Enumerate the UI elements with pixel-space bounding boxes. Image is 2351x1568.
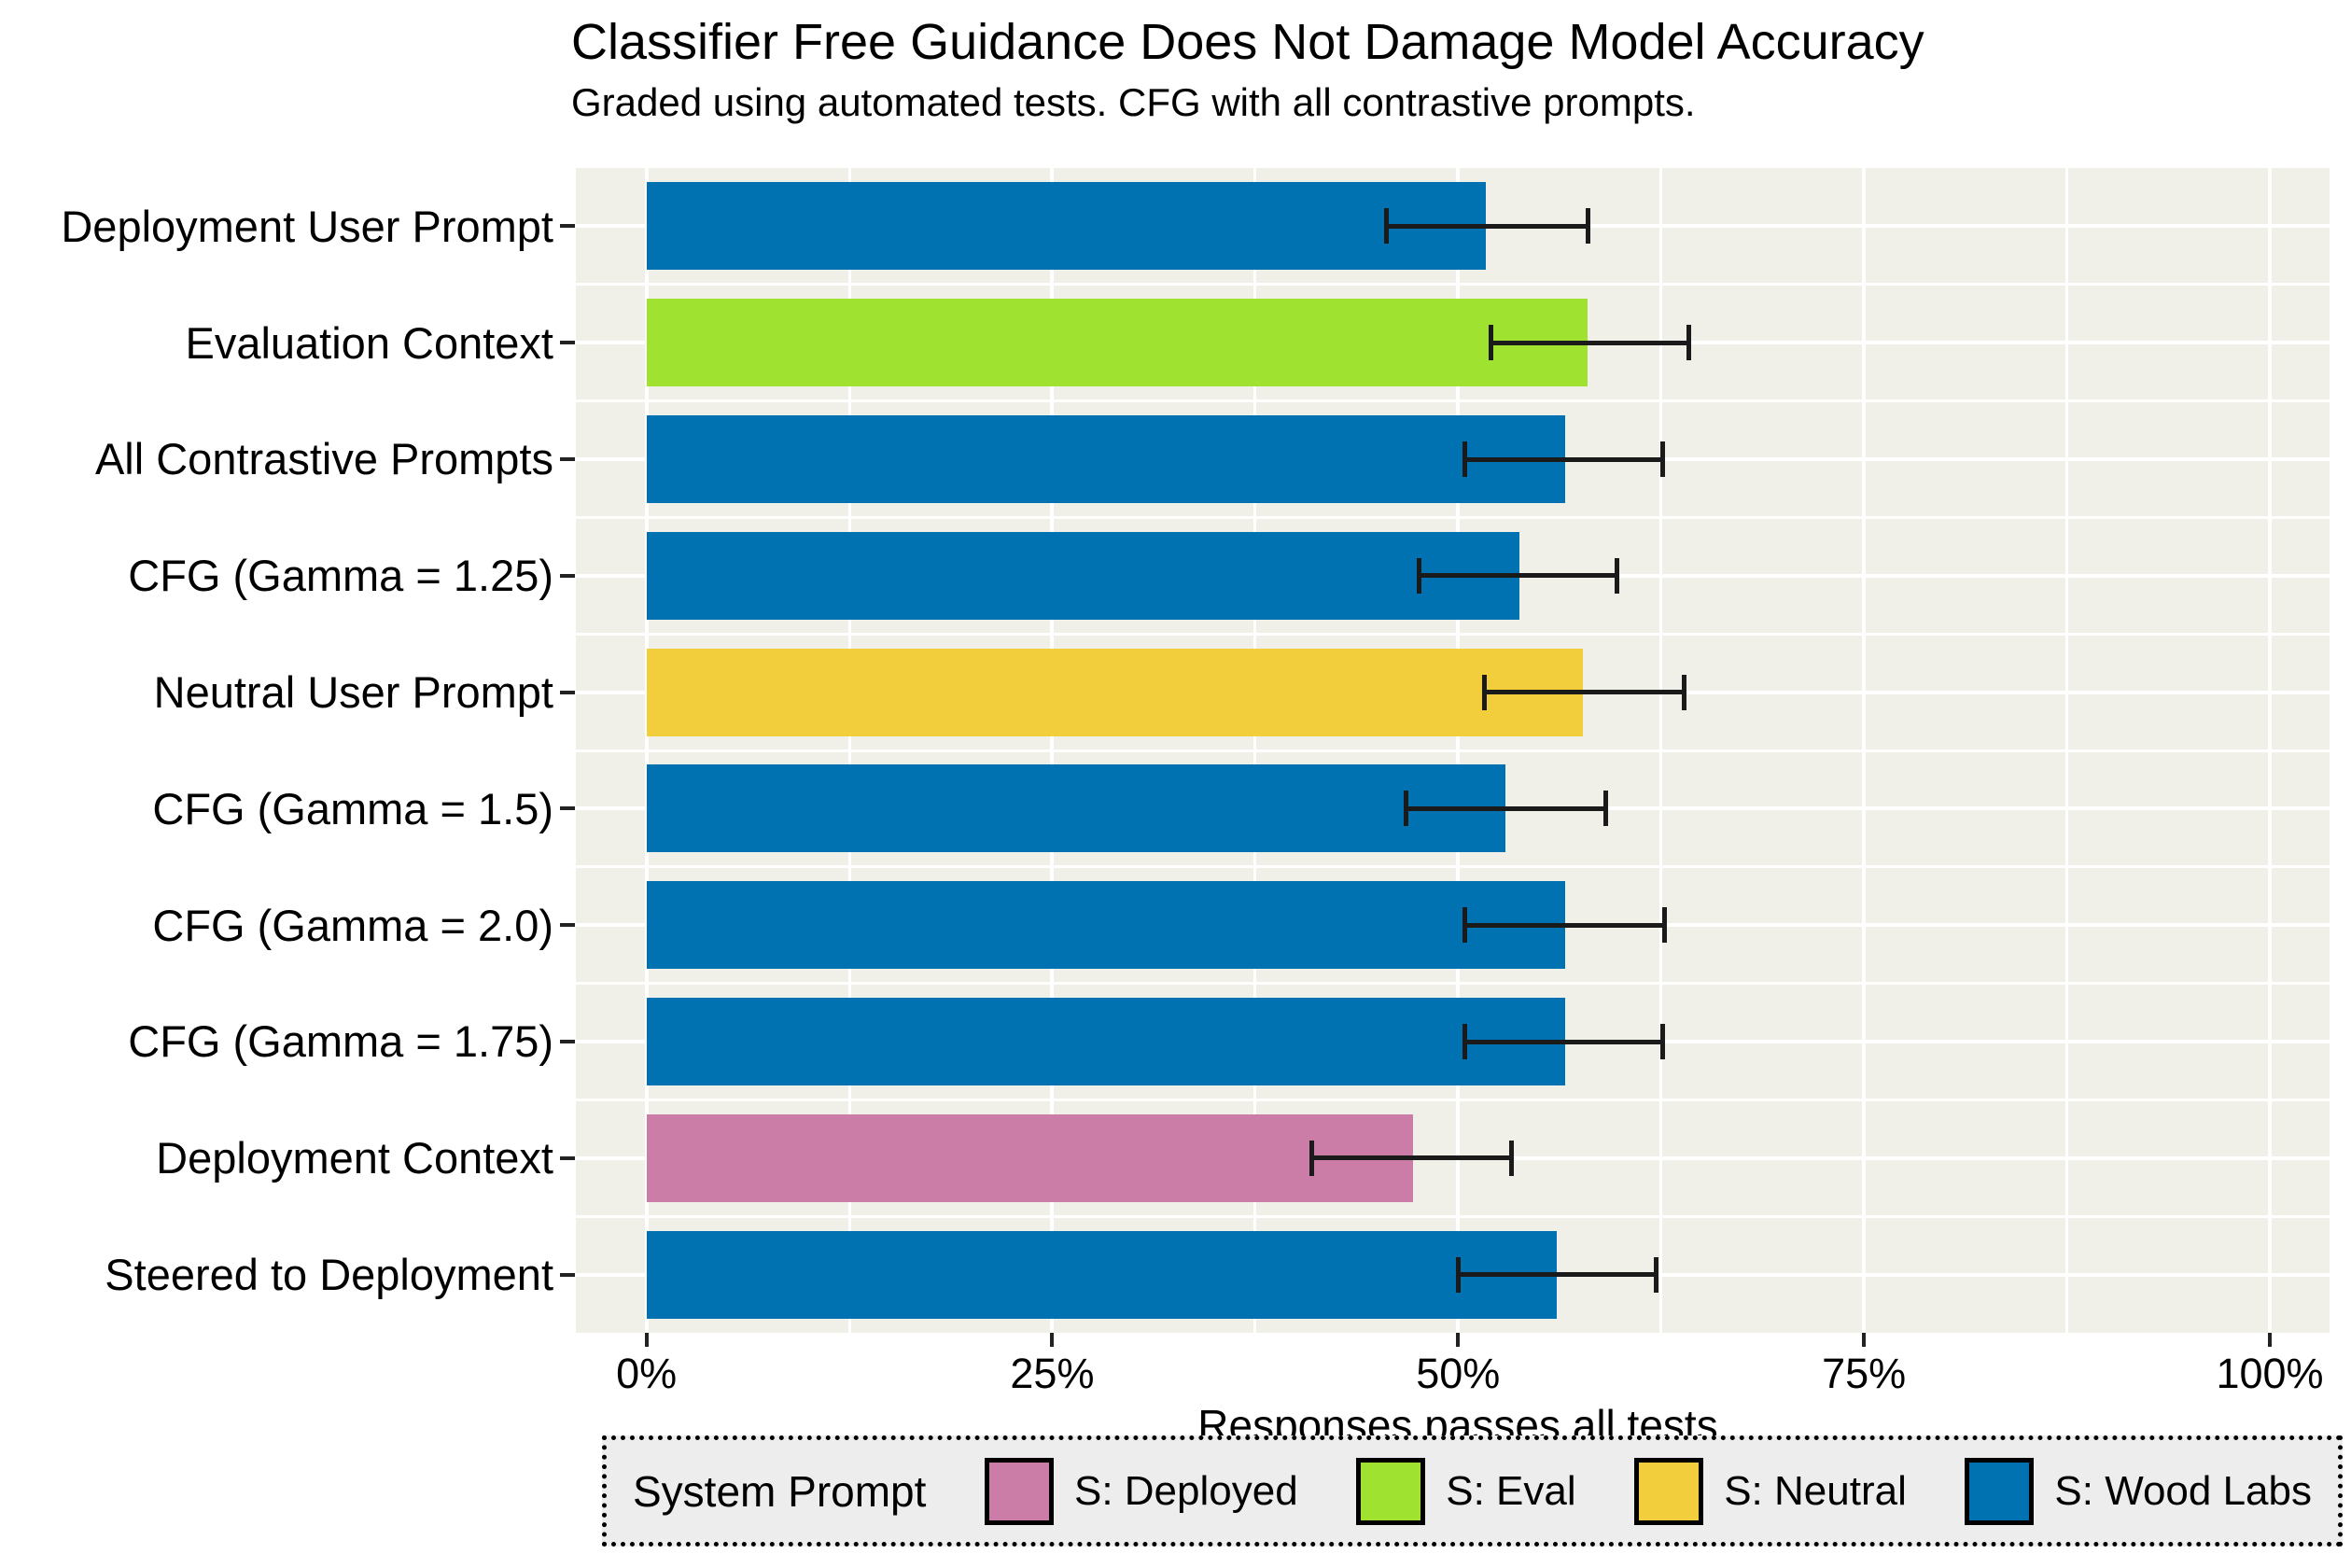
error-bar-cap-low — [1417, 557, 1422, 594]
error-bar — [1419, 573, 1617, 579]
error-bar-cap-low — [1462, 907, 1467, 944]
x-tick-mark — [644, 1333, 649, 1347]
legend-item: S: Neutral — [1634, 1457, 1907, 1525]
y-tick-label: CFG (Gamma = 2.0) — [152, 900, 553, 950]
error-bar-cap-high — [1509, 1140, 1515, 1176]
bar — [646, 1230, 1558, 1319]
error-bar-cap-low — [1481, 674, 1487, 710]
x-tick-mark — [1050, 1333, 1055, 1347]
error-bar-cap-low — [1462, 1024, 1467, 1059]
bar — [646, 415, 1566, 503]
legend-item-label: S: Deployed — [1073, 1467, 1298, 1514]
error-bar-cap-high — [1686, 325, 1691, 361]
error-bar-cap-high — [1654, 1256, 1658, 1293]
y-tick-mark — [560, 1272, 575, 1277]
x-tick-label: 100% — [2216, 1350, 2324, 1397]
x-tick-label: 75% — [1822, 1350, 1907, 1397]
y-tick-mark — [560, 806, 575, 811]
plot-panel — [576, 168, 2330, 1333]
legend: System Prompt S: Deployed S: Eval S: Neutr… — [602, 1435, 2343, 1547]
error-bar — [1484, 690, 1685, 695]
error-bar-cap-high — [1659, 1024, 1665, 1059]
minor-gridline-horizontal — [576, 865, 2330, 869]
y-tick-label: CFG (Gamma = 1.75) — [128, 1016, 553, 1067]
legend-item-label: S: Wood Labs — [2054, 1467, 2312, 1514]
legend-swatch — [984, 1457, 1054, 1525]
y-tick-mark — [560, 341, 575, 345]
y-tick-label: All Contrastive Prompts — [94, 434, 553, 484]
bar — [646, 531, 1520, 620]
minor-gridline-horizontal — [576, 399, 2330, 403]
x-tick-label: 25% — [1010, 1350, 1095, 1397]
bar — [646, 299, 1588, 387]
error-bar — [1490, 340, 1689, 345]
minor-gridline-horizontal — [576, 283, 2330, 287]
error-bar-cap-low — [1404, 791, 1409, 827]
minor-gridline-horizontal — [576, 1098, 2330, 1101]
error-bar-cap-high — [1615, 557, 1620, 594]
y-tick-label: Deployment Context — [156, 1133, 553, 1183]
legend-title: System Prompt — [633, 1466, 927, 1516]
error-bar — [1458, 1272, 1657, 1278]
chart-subtitle: Graded using automated tests. CFG with a… — [571, 80, 1696, 124]
error-bar — [1386, 223, 1588, 229]
x-tick-label: 0% — [616, 1350, 678, 1397]
error-bar — [1464, 456, 1663, 462]
legend-item: S: Wood Labs — [1965, 1457, 2312, 1525]
y-tick-label: CFG (Gamma = 1.5) — [152, 783, 553, 833]
y-tick-mark — [560, 690, 575, 694]
y-tick-mark — [560, 224, 575, 229]
chart-title: Classifier Free Guidance Does Not Damage… — [571, 14, 1924, 70]
legend-swatch — [1965, 1457, 2035, 1525]
x-tick-mark — [1456, 1333, 1461, 1347]
y-tick-mark — [560, 457, 575, 461]
y-tick-mark — [560, 1040, 575, 1043]
bar — [646, 648, 1584, 736]
minor-gridline-horizontal — [576, 749, 2330, 752]
y-tick-mark — [560, 923, 575, 928]
minor-gridline-horizontal — [576, 1214, 2330, 1218]
y-tick-label: Evaluation Context — [185, 317, 553, 368]
x-tick-label: 50% — [1416, 1350, 1501, 1397]
error-bar-cap-high — [1603, 791, 1609, 827]
legend-item: S: Deployed — [984, 1457, 1298, 1525]
minor-gridline-horizontal — [576, 632, 2330, 636]
error-bar-cap-high — [1681, 674, 1686, 710]
x-tick-mark — [1862, 1333, 1867, 1347]
y-tick-label: Steered to Deployment — [105, 1250, 553, 1300]
bar — [646, 764, 1505, 853]
bar — [646, 1113, 1413, 1202]
legend-swatch — [1634, 1457, 1704, 1525]
y-tick-label: Neutral User Prompt — [153, 667, 553, 718]
minor-gridline-horizontal — [576, 515, 2330, 519]
y-tick-mark — [560, 573, 575, 578]
error-bar-cap-low — [1462, 441, 1467, 477]
x-tick-mark — [2268, 1333, 2272, 1347]
bar — [646, 998, 1566, 1085]
error-bar-cap-high — [1659, 441, 1665, 477]
legend-swatch — [1356, 1457, 1426, 1525]
legend-item: S: Eval — [1356, 1457, 1576, 1525]
y-tick-mark — [560, 1155, 575, 1160]
legend-item-label: S: Neutral — [1724, 1467, 1907, 1514]
error-bar — [1464, 922, 1665, 928]
legend-item-label: S: Eval — [1446, 1467, 1576, 1514]
error-bar-cap-low — [1455, 1256, 1461, 1293]
error-bar-cap-low — [1384, 208, 1390, 245]
error-bar-cap-low — [1309, 1140, 1315, 1176]
bar — [646, 182, 1486, 271]
y-tick-label: Deployment User Prompt — [61, 201, 553, 251]
error-bar — [1464, 1039, 1663, 1044]
y-tick-label: CFG (Gamma = 1.25) — [128, 551, 553, 601]
error-bar — [1311, 1155, 1512, 1161]
minor-gridline-horizontal — [576, 982, 2330, 986]
error-bar-cap-high — [1585, 208, 1590, 245]
bar — [646, 881, 1566, 970]
error-bar-cap-low — [1488, 325, 1493, 361]
error-bar — [1406, 805, 1606, 811]
error-bar-cap-high — [1661, 907, 1667, 944]
